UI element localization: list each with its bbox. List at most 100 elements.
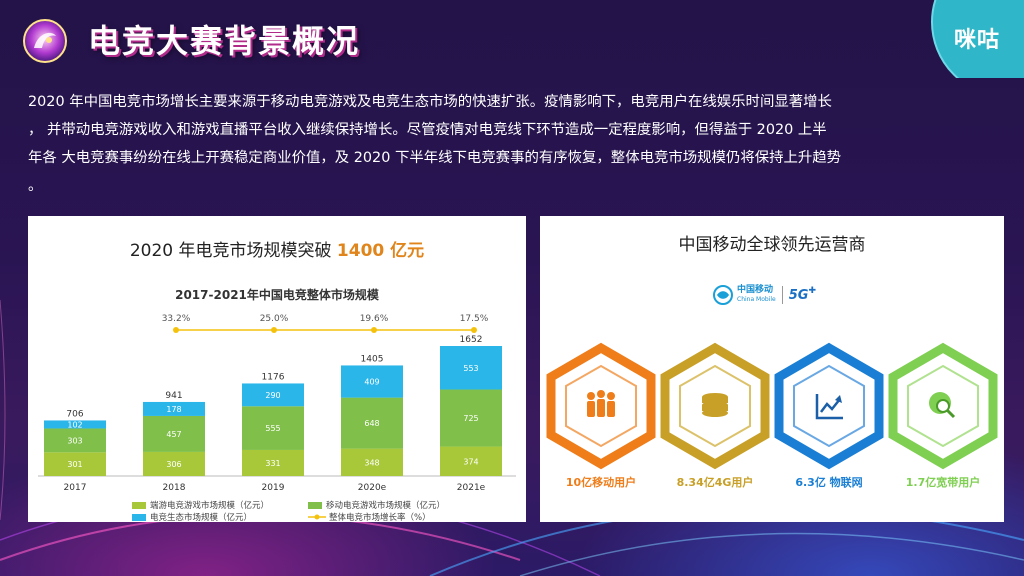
logo-en-text: China Mobile	[737, 296, 776, 303]
growth-label: 25.0%	[260, 314, 289, 324]
coins-icon	[702, 393, 728, 417]
bar-value-label: 553	[463, 364, 478, 373]
bar-total-label: 1405	[361, 354, 384, 364]
stat-badge-4g	[660, 342, 770, 470]
bar-value-label: 457	[166, 430, 181, 439]
x-tick-label: 2019	[262, 483, 285, 493]
x-tick-label: 2018	[163, 483, 186, 493]
growth-label: 33.2%	[162, 314, 191, 324]
bar-value-label: 306	[166, 460, 181, 469]
bar-value-label: 290	[265, 391, 280, 400]
legend-swatch	[308, 501, 322, 509]
growth-label: 19.6%	[360, 314, 389, 324]
china-mobile-logo: 中国移动 China Mobile 5G ✚	[712, 284, 816, 306]
growth-point	[271, 327, 277, 333]
bar-segment	[341, 448, 403, 476]
bar-total-label: 706	[66, 409, 83, 419]
china-mobile-card: 中国移动全球领先运营商 中国移动 China Mobile 5G ✚	[540, 216, 1004, 522]
bar-value-label: 374	[463, 457, 478, 466]
x-tick-label: 2017	[64, 483, 87, 493]
stat-badge-iot	[774, 342, 884, 470]
intro-line: 。	[28, 178, 43, 194]
china-mobile-card-title: 中国移动全球领先运营商	[678, 235, 866, 255]
legend-label: 移动电竞游戏市场规模（亿元）	[326, 501, 446, 511]
stat-label-text: 6.3亿 物联网	[795, 476, 863, 489]
stat-label-iot: 6.3亿 物联网	[774, 474, 884, 490]
legend-line-swatch	[308, 514, 326, 520]
legend-label: 端游电竞游戏市场规模（亿元）	[150, 501, 270, 511]
bar-segment	[440, 346, 502, 390]
growth-label: 17.5%	[460, 314, 489, 324]
legend-item: 移动电竞游戏市场规模（亿元）	[308, 499, 445, 511]
intro-line: 2020 年中国电竞市场增长主要来源于移动电竞游戏及电竞生态市场的快速扩张。疫情…	[28, 94, 832, 110]
intro-line: ， 并带动电竞游戏收入和游戏直播平台收入继续保持增长。尽管疫情对电竞线下环节造成…	[28, 122, 827, 138]
event-emblem-logo	[23, 19, 67, 63]
intro-line: 年各 大电竞赛事纷纷在线上开赛稳定商业价值，及 2020 下半年线下电竞赛事的有…	[28, 150, 842, 166]
stat-label-text: 1.7亿宽带用户	[905, 476, 981, 489]
bar-segment	[242, 449, 304, 476]
legend-item: 电竞生态市场规模（亿元）	[132, 511, 252, 523]
x-tick-label: 2021e	[457, 483, 486, 493]
market-size-card-title: 2020 年电竞市场规模突破 1400 亿元	[28, 236, 526, 261]
bar-segment	[143, 451, 205, 476]
globe-search-icon	[929, 392, 956, 419]
bar-segment	[242, 406, 304, 450]
stat-label-text: 10亿移动用户	[565, 476, 637, 489]
stats-graphic	[546, 342, 998, 470]
bar-segment	[143, 401, 205, 416]
growth-point	[471, 327, 477, 333]
legend-label: 整体电竞市场增长率（%）	[329, 513, 431, 523]
bar-segment	[242, 383, 304, 407]
china-mobile-logo-icon	[713, 285, 733, 305]
bar-segment	[341, 397, 403, 449]
bar-segment	[440, 389, 502, 447]
chart-title: 2017-2021年中国电竞整体市场规模	[175, 288, 379, 302]
stat-badge-broadband	[888, 342, 998, 470]
bar-value-label: 303	[67, 436, 82, 445]
bar-segment	[341, 365, 403, 398]
bar-segment	[44, 452, 106, 476]
stat-label-text: 8.34亿4G用户	[676, 476, 754, 489]
bar-value-label: 348	[364, 458, 379, 467]
bar-total-label: 1176	[262, 372, 285, 382]
bar-value-label: 409	[364, 378, 379, 387]
stat-label-users: 10亿移动用户	[546, 474, 656, 490]
migu-brand-logo: 咪咕	[953, 28, 1000, 53]
bar-total-label: 1652	[460, 335, 483, 345]
card-title-highlight: 1400 亿元	[336, 241, 425, 261]
page-title: 电竞大赛背景概况	[88, 22, 361, 60]
trend-chart-icon	[815, 394, 843, 420]
bar-segment	[440, 446, 502, 476]
legend-swatch	[132, 513, 146, 521]
bar-segment	[44, 420, 106, 429]
bar-value-label: 178	[166, 405, 181, 414]
bar-value-label: 331	[265, 459, 280, 468]
market-size-card: 2020 年电竞市场规模突破 1400 亿元 2017-2021年中国电竞整体市…	[28, 216, 526, 523]
bar-value-label: 555	[265, 424, 280, 433]
bar-value-label: 725	[463, 414, 478, 423]
logo-cn-text: 中国移动	[737, 285, 774, 295]
bar-total-label: 941	[165, 391, 182, 401]
stat-badge-users	[546, 342, 656, 470]
growth-point	[371, 327, 377, 333]
x-tick-label: 2020e	[358, 483, 387, 493]
stat-label-broadband: 1.7亿宽带用户	[888, 474, 998, 490]
legend-swatch	[132, 501, 146, 509]
stat-label-4g: 8.34亿4G用户	[660, 474, 770, 490]
legend-item: 端游电竞游戏市场规模（亿元）	[132, 499, 269, 511]
legend-label: 电竞生态市场规模（亿元）	[150, 513, 253, 523]
bar-segment	[143, 415, 205, 452]
logo-5g-plus: ✚	[808, 286, 816, 296]
users-icon	[587, 390, 615, 417]
bar-segment	[44, 428, 106, 453]
intro-paragraph: 2020 年中国电竞市场增长主要来源于移动电竞游戏及电竞生态市场的快速扩张。疫情…	[28, 88, 1000, 200]
bar-value-label: 648	[364, 419, 379, 428]
bar-value-label: 301	[67, 460, 82, 469]
logo-5g-text: 5G	[788, 287, 809, 303]
growth-point	[173, 327, 179, 333]
top-right-decoration	[931, 0, 1024, 78]
legend-item: 整体电竞市场增长率（%）	[308, 511, 431, 523]
card-title-text: 2020 年电竞市场规模突破	[129, 241, 337, 261]
bar-value-label: 102	[67, 420, 82, 429]
